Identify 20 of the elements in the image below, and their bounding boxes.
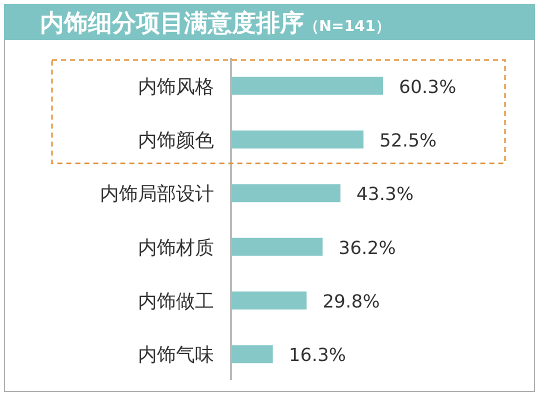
data-label: 52.5%: [379, 130, 437, 152]
data-label: 60.3%: [399, 76, 456, 98]
chart-title: 内饰细分项目满意度排序: [40, 9, 304, 37]
y-tick-label: 内饰局部设计: [100, 183, 214, 206]
data-label: 43.3%: [356, 184, 414, 206]
y-tick-label: 内饰气味: [138, 344, 214, 366]
bar: [232, 130, 364, 148]
bar: [232, 184, 340, 202]
y-tick-label: 内饰风格: [138, 76, 214, 98]
y-tick-label: 内饰材质: [138, 236, 214, 259]
bar: [232, 345, 273, 364]
y-tick-label: 内饰颜色: [138, 130, 214, 152]
data-label: 29.8%: [322, 292, 380, 312]
bar: [232, 238, 323, 256]
data-label: 16.3%: [288, 345, 346, 366]
bar: [232, 76, 383, 95]
bar: [232, 292, 307, 310]
chart-subtitle: （N=141）: [304, 17, 390, 35]
y-tick-label: 内饰做工: [138, 290, 214, 312]
data-label: 36.2%: [338, 238, 396, 259]
